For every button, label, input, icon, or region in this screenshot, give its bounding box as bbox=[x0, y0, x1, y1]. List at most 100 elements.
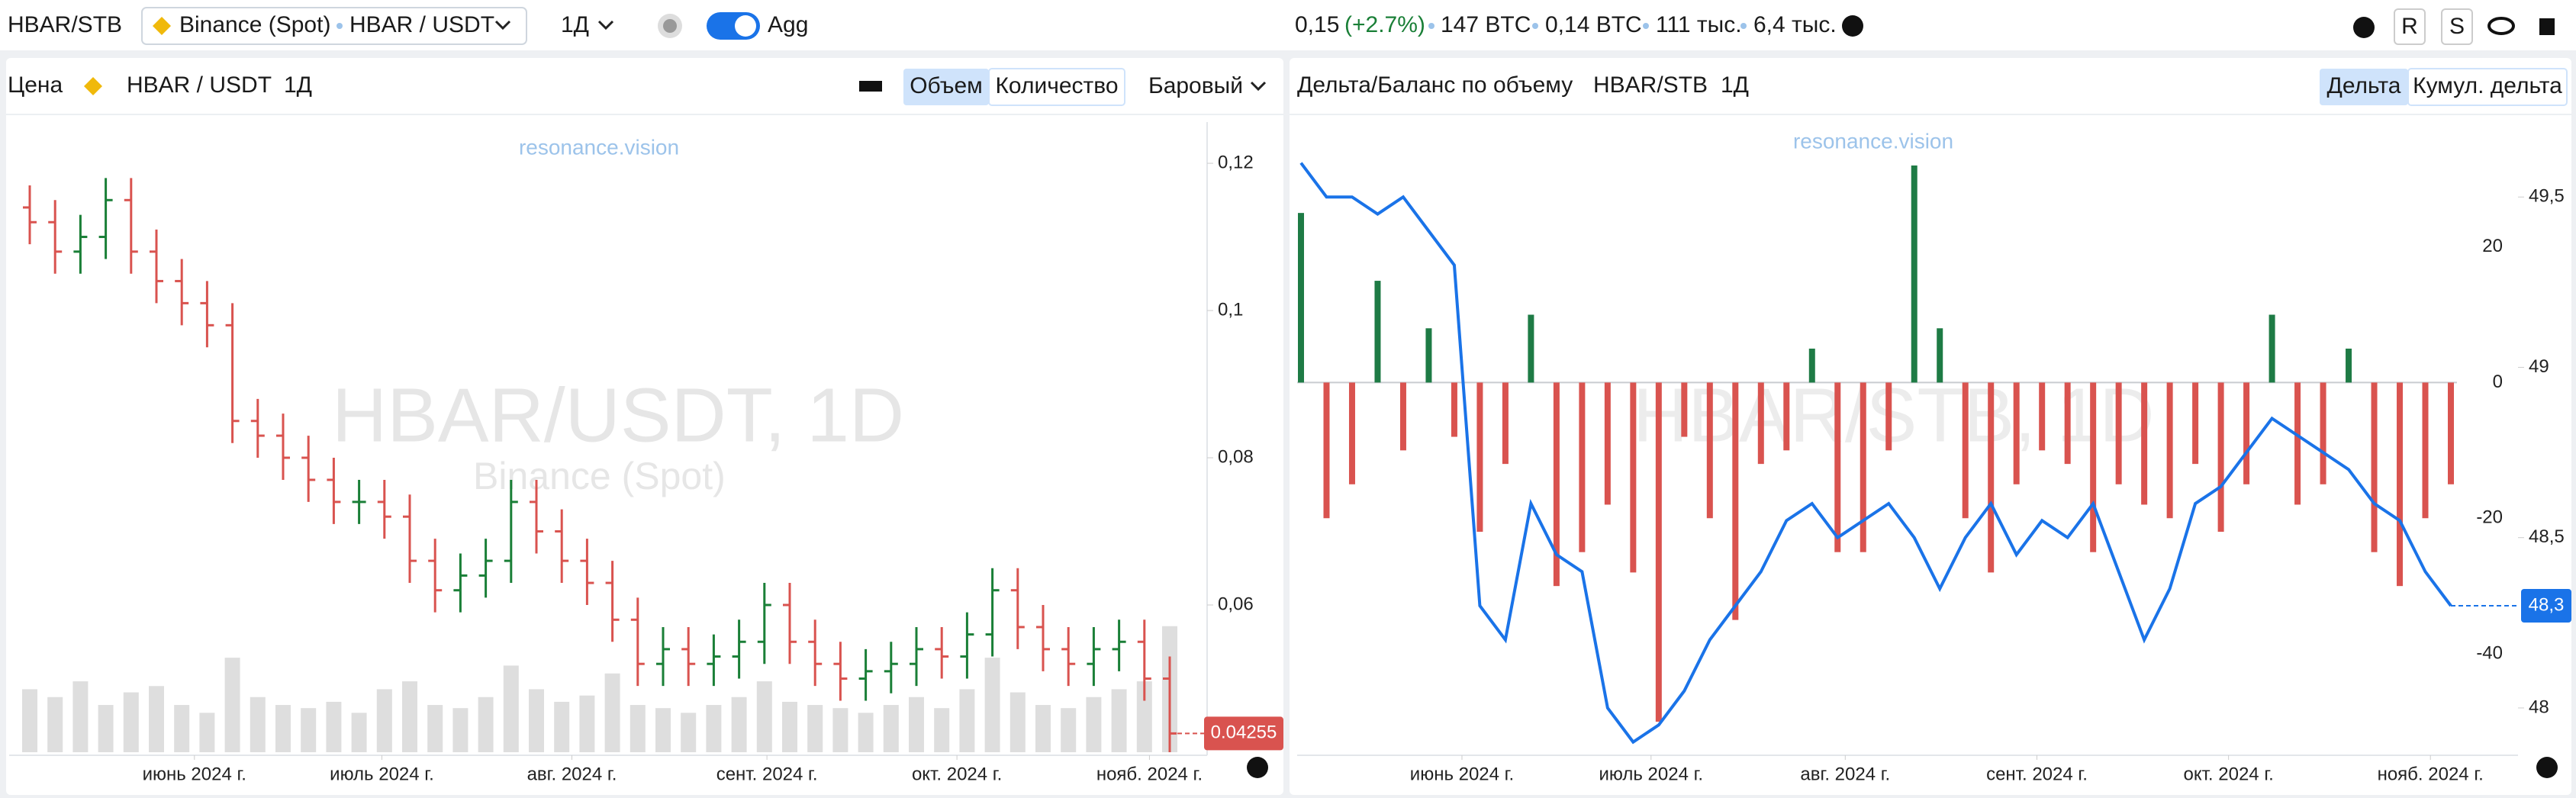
delta-bar bbox=[1655, 382, 1662, 722]
delta-bar bbox=[1425, 328, 1432, 383]
x-tick-label: июль 2024 г. bbox=[330, 764, 434, 784]
last-price-box bbox=[1204, 716, 1283, 751]
delta-bar bbox=[1860, 382, 1866, 552]
x-tick-label: июль 2024 г. bbox=[1599, 764, 1703, 784]
volume-bar bbox=[1136, 681, 1152, 752]
tab: Дельта bbox=[2327, 73, 2401, 98]
trash-icon[interactable] bbox=[2539, 18, 2555, 35]
delta-bar bbox=[1604, 382, 1611, 505]
volume-bar bbox=[250, 697, 266, 752]
x-tick-label: авг. 2024 г. bbox=[527, 764, 617, 784]
exchange-select[interactable] bbox=[141, 7, 527, 45]
y-tick-label: -40 bbox=[2476, 642, 2503, 663]
delta-bar bbox=[1732, 382, 1739, 620]
info-icon[interactable] bbox=[1247, 757, 1268, 778]
delta-bar bbox=[1885, 382, 1892, 451]
delta-panel bbox=[1290, 58, 2571, 795]
eye-icon[interactable] bbox=[2487, 17, 2515, 35]
interval[interactable]: 1Д bbox=[561, 12, 589, 37]
y2-tick-label: 49,5 bbox=[2529, 186, 2565, 207]
delta-bar bbox=[1834, 382, 1841, 552]
x-tick-label: июнь 2024 г. bbox=[1410, 764, 1514, 784]
y-tick-label: 0,06 bbox=[1218, 594, 1254, 614]
price-pair: HBAR / USDT bbox=[127, 72, 272, 98]
volume-bar bbox=[1009, 692, 1026, 752]
x-tick-label: окт. 2024 г. bbox=[912, 764, 1002, 784]
delta-bar bbox=[1783, 382, 1790, 451]
delta-bar bbox=[2397, 382, 2404, 587]
balance-line bbox=[1299, 162, 2452, 745]
delta-bar bbox=[2422, 382, 2429, 519]
chevron bbox=[597, 20, 614, 31]
count: 6,4 тыс. bbox=[1753, 12, 1837, 37]
volume-bar bbox=[503, 665, 519, 752]
y2-tick-label: 48,5 bbox=[2529, 526, 2565, 547]
delta-bar bbox=[1476, 382, 1483, 533]
y-tick-label: 0,1 bbox=[1218, 299, 1243, 320]
s-button[interactable] bbox=[2441, 8, 2473, 45]
volume-bar bbox=[351, 713, 367, 752]
x-tick-label: нояб. 2024 г. bbox=[2378, 764, 2484, 784]
x-tick-label: нояб. 2024 г. bbox=[1096, 764, 1203, 784]
s-label: S bbox=[2449, 14, 2465, 39]
volume-bar bbox=[199, 713, 215, 752]
delta-bar bbox=[2013, 382, 2020, 484]
volume-bar bbox=[478, 697, 494, 752]
y-tick-label: 0,08 bbox=[1218, 446, 1254, 467]
volume-bar bbox=[807, 705, 823, 752]
delta-bar bbox=[2371, 382, 2378, 552]
tab-active[interactable] bbox=[2320, 69, 2408, 105]
trades: 111 тыс. bbox=[1656, 12, 1742, 37]
x-tick-label: сент. 2024 г. bbox=[1986, 764, 2088, 784]
volume-bar bbox=[604, 673, 620, 752]
x-tick-label: июнь 2024 г. bbox=[143, 764, 246, 784]
info-icon[interactable] bbox=[1842, 15, 1863, 37]
volume-bar bbox=[452, 708, 469, 752]
dot bbox=[1428, 23, 1435, 29]
delta-bar bbox=[2268, 314, 2275, 383]
dot bbox=[1532, 23, 1538, 29]
chart-mode[interactable]: Баровый bbox=[1148, 73, 1243, 98]
delta-bar bbox=[2448, 382, 2454, 484]
volume-bar bbox=[326, 701, 342, 752]
volume-bar bbox=[1111, 689, 1127, 752]
r-button[interactable] bbox=[2394, 8, 2426, 45]
volume-bar bbox=[756, 681, 772, 752]
volume-bar bbox=[832, 708, 848, 752]
delta-bar bbox=[1502, 382, 1509, 465]
tab-button[interactable] bbox=[2407, 68, 2568, 106]
ruler-icon[interactable] bbox=[859, 81, 882, 92]
delta-bar bbox=[1911, 165, 1918, 383]
chevron bbox=[494, 20, 511, 31]
delta-bar bbox=[1681, 382, 1688, 437]
volume-bar bbox=[883, 705, 899, 752]
volume-bar bbox=[681, 713, 697, 752]
tab-active[interactable] bbox=[903, 69, 989, 105]
volume-bar bbox=[959, 689, 975, 752]
info-icon[interactable] bbox=[2536, 757, 2558, 778]
delta-bar bbox=[2115, 382, 2122, 484]
volume-bar bbox=[1035, 705, 1051, 752]
volume-bar bbox=[630, 705, 646, 752]
volume-bar bbox=[174, 705, 190, 752]
toggle-knob bbox=[735, 15, 756, 37]
delta-bar bbox=[1553, 382, 1560, 587]
delta-bar bbox=[1962, 382, 1969, 519]
tab: Объем bbox=[910, 73, 983, 98]
watermark: resonance.vision bbox=[1793, 129, 1953, 153]
symbol[interactable]: HBAR/STB bbox=[8, 12, 122, 37]
delta-bar bbox=[2243, 382, 2250, 484]
delta-bar bbox=[2039, 382, 2046, 451]
volume-bar bbox=[224, 658, 240, 752]
delta-bar bbox=[1937, 328, 1943, 383]
last-value-label: 48,3 bbox=[2529, 594, 2565, 615]
delta-bar bbox=[1348, 382, 1355, 484]
binance-icon bbox=[153, 17, 171, 35]
help-icon[interactable] bbox=[2353, 17, 2375, 38]
volume-bar bbox=[402, 681, 417, 752]
tab-button[interactable] bbox=[988, 68, 1125, 106]
y-tick-label: 20 bbox=[2482, 236, 2503, 256]
y-tick-label: 0 bbox=[2493, 372, 2503, 392]
volume-bar bbox=[275, 705, 291, 752]
delta-bar bbox=[1757, 382, 1764, 465]
